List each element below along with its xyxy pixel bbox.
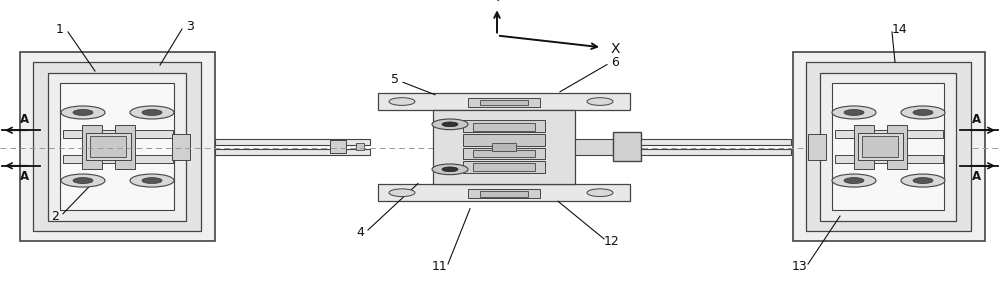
Bar [463,161,545,173]
Text: 3: 3 [186,20,194,33]
Bar [330,140,346,153]
Bar [20,52,215,241]
Bar [862,136,898,157]
Text: A: A [971,113,981,126]
Bar [473,150,535,157]
Bar [793,52,985,241]
Circle shape [61,174,105,187]
Text: 5: 5 [391,73,399,86]
Bar [808,134,826,160]
Bar [492,143,516,151]
Bar [887,125,907,169]
Circle shape [913,178,933,184]
Bar [433,110,575,184]
Text: 11: 11 [432,260,448,273]
Circle shape [73,110,93,115]
Bar [835,130,943,138]
Circle shape [73,178,93,184]
Bar [356,143,364,150]
Circle shape [844,178,864,184]
Circle shape [913,110,933,115]
Text: 1: 1 [56,23,64,36]
Circle shape [587,98,613,105]
Circle shape [432,164,468,175]
Circle shape [142,110,162,115]
Bar [835,155,943,163]
Bar [832,83,944,210]
Text: Y: Y [493,0,501,4]
Bar [215,139,370,145]
Bar [463,148,545,159]
Text: 12: 12 [604,235,620,248]
Bar [115,125,135,169]
Bar [82,125,102,169]
Circle shape [442,167,458,172]
Bar [463,134,545,146]
Bar [378,93,630,110]
Circle shape [844,110,864,115]
Text: 6: 6 [611,56,619,69]
Text: A: A [19,170,29,183]
Circle shape [901,106,945,119]
Text: 2: 2 [51,210,59,223]
Bar [215,149,370,155]
Circle shape [442,122,458,127]
Bar [172,134,190,160]
Bar [820,73,956,221]
Circle shape [832,106,876,119]
Bar [86,133,131,160]
Bar [468,98,540,107]
Bar [858,133,903,160]
Bar [463,120,545,132]
Bar [854,125,874,169]
Bar [480,100,528,105]
Bar [473,163,535,171]
Circle shape [389,189,415,197]
Circle shape [389,98,415,105]
Text: A: A [971,170,981,183]
Text: 13: 13 [792,260,808,273]
Bar [378,184,630,201]
Bar [468,189,540,198]
Circle shape [587,189,613,197]
Bar [613,132,641,161]
Circle shape [130,106,174,119]
Bar [480,191,528,197]
Bar [473,123,535,131]
Bar [806,62,971,231]
Circle shape [61,106,105,119]
Bar [575,139,613,155]
Circle shape [432,119,468,130]
Circle shape [901,174,945,187]
Text: 14: 14 [892,23,908,36]
Bar [63,130,173,138]
Bar [63,155,173,163]
Bar [33,62,201,231]
Bar [641,149,791,155]
Bar [48,73,186,221]
Text: A: A [19,113,29,126]
Circle shape [142,178,162,184]
Bar [90,136,126,157]
Circle shape [130,174,174,187]
Text: 4: 4 [356,226,364,239]
Text: X: X [611,41,620,56]
Bar [641,139,791,145]
Bar [60,83,174,210]
Circle shape [832,174,876,187]
